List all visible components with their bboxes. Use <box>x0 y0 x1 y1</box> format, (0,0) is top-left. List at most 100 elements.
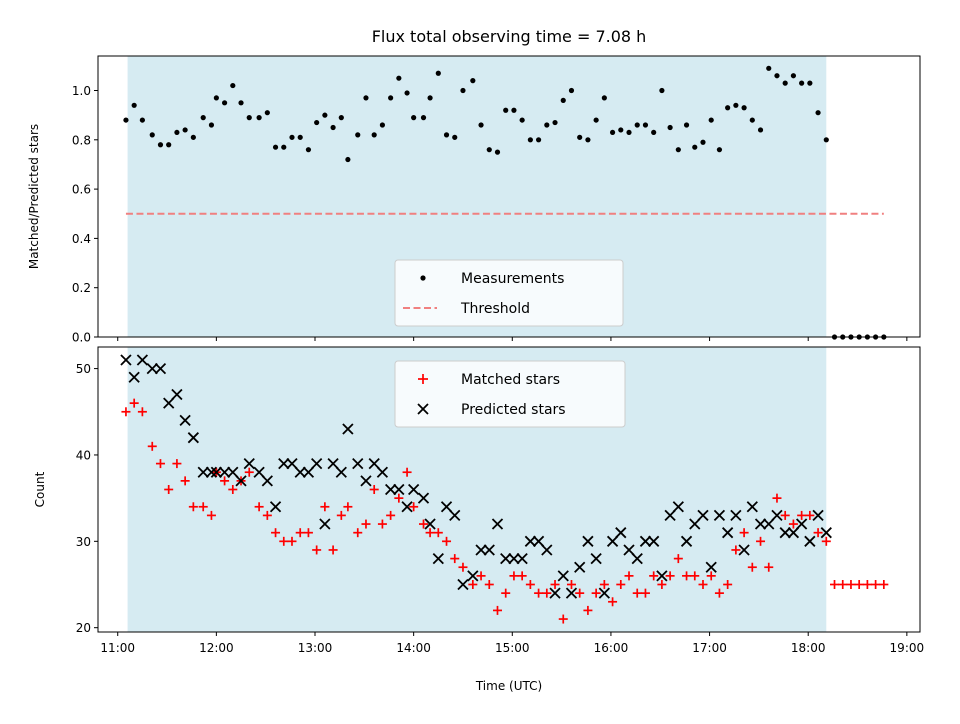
matched-star-point <box>673 554 683 564</box>
matched-star-point <box>583 605 593 615</box>
top-axis-ticks: 0.0 0.2 0.4 0.6 0.8 1.0 <box>72 84 908 345</box>
measurement-point <box>190 134 196 140</box>
measurement-point <box>404 90 410 96</box>
y-tick-label: 0.0 <box>72 331 91 345</box>
bottom-axis-ticks: 11:00 12:00 13:00 14:00 15:00 16:00 17:00 18:00… <box>76 362 924 655</box>
predicted-star-point <box>491 518 504 530</box>
measurement-point <box>322 112 328 118</box>
bottom-panel: 11:00 12:00 13:00 14:00 15:00 16:00 17:00 18:00… <box>33 346 924 655</box>
matched-star-point <box>386 510 396 520</box>
matched-star-point <box>121 407 131 417</box>
matched-star-point <box>279 536 289 546</box>
measurement-point <box>790 73 797 79</box>
matched-star-point <box>632 588 642 598</box>
measurement-point <box>577 134 583 140</box>
top-panel: 0.0 0.2 0.4 0.6 0.8 1.0 Measurements Threshold… <box>27 55 921 345</box>
measurement-point <box>478 122 484 128</box>
measurement-point <box>330 124 336 131</box>
predicted-star-point <box>327 457 339 470</box>
measurement-point <box>626 129 632 136</box>
predicted-star-point <box>754 518 767 530</box>
measurement-point <box>230 82 236 89</box>
predicted-star-point <box>524 535 537 547</box>
predicted-star-point <box>516 552 528 565</box>
figure-title: Flux total observing time = 7.08 h <box>372 27 647 46</box>
measurement-point <box>503 107 509 113</box>
matched-star-point <box>343 502 353 512</box>
measurement-point <box>544 122 550 128</box>
x-tick-label: 19:00 <box>890 641 925 655</box>
measurement-point <box>651 129 657 136</box>
predicted-star-point <box>532 535 545 547</box>
matched-star-point <box>254 502 264 512</box>
y-tick-label: 0.6 <box>72 183 91 197</box>
matched-star-point <box>657 580 667 589</box>
predicted-star-point <box>648 535 660 547</box>
matched-star-point <box>706 571 716 581</box>
x-tick-label: 18:00 <box>791 641 826 655</box>
measurement-point <box>379 122 386 128</box>
predicted-star-point <box>179 414 191 427</box>
measurement-point <box>345 156 351 163</box>
measurement-point <box>208 122 215 128</box>
predicted-star-point <box>746 501 758 513</box>
matched-star-point <box>690 571 700 581</box>
measurement-point <box>131 102 137 108</box>
measurement-point <box>166 142 172 148</box>
predicted-star-point <box>574 561 586 573</box>
matched-star-point <box>797 510 807 520</box>
measurement-point <box>460 87 466 94</box>
predicted-star-point <box>508 552 520 565</box>
predicted-star-point <box>664 509 676 522</box>
predicted-star-point <box>154 362 167 375</box>
predicted-star-point <box>278 457 290 470</box>
predicted-star-point <box>483 544 495 556</box>
legend-label: Threshold <box>460 301 530 317</box>
predicted-star-point <box>804 535 816 547</box>
predicted-star-point <box>120 354 132 366</box>
predicted-star-point <box>730 509 742 522</box>
measurement-point <box>741 105 747 111</box>
measurement-point <box>692 144 698 150</box>
matched-star-point <box>377 519 387 529</box>
legend-label: Measurements <box>461 271 564 287</box>
predicted-star-point <box>541 544 553 556</box>
top-y-axis-label: Matched/Predicted stars <box>27 124 41 269</box>
measurement-point <box>823 137 829 143</box>
matched-star-point <box>271 528 281 538</box>
measurement-point <box>256 115 262 121</box>
predicted-star-point <box>302 466 315 478</box>
measurement-point <box>388 95 394 101</box>
predicted-star-point <box>393 483 405 496</box>
y-tick-label: 0.4 <box>72 232 91 246</box>
matched-star-point <box>739 528 749 538</box>
predicted-star-point <box>787 527 800 539</box>
matched-star-point <box>714 588 724 598</box>
matched-star-point <box>492 605 502 615</box>
matched-star-point <box>813 528 823 538</box>
matched-star-point <box>244 467 254 477</box>
matched-star-point <box>509 571 519 581</box>
predicted-star-point <box>360 475 372 487</box>
predicted-star-point <box>401 501 413 513</box>
predicted-star-point <box>171 388 183 401</box>
matched-star-point <box>442 536 452 546</box>
measurement-point <box>139 117 145 123</box>
matched-star-point <box>772 493 782 503</box>
matched-star-point <box>591 588 601 598</box>
matched-star-point <box>353 528 363 538</box>
predicted-star-point <box>384 483 397 496</box>
legend-predicted-swatch <box>417 403 429 415</box>
matched-star-point <box>788 519 798 529</box>
measurement-point <box>174 129 180 136</box>
measurement-point <box>443 132 450 138</box>
measurement-point <box>264 110 270 116</box>
matched-star-point <box>180 476 190 486</box>
matched-star-point <box>155 459 165 469</box>
predicted-star-point <box>779 527 791 539</box>
predicted-star-point <box>261 475 273 487</box>
measurement-point <box>757 127 764 133</box>
predicted-star-point <box>606 535 619 547</box>
measurement-point <box>708 117 714 123</box>
x-tick-label: 11:00 <box>100 641 135 655</box>
